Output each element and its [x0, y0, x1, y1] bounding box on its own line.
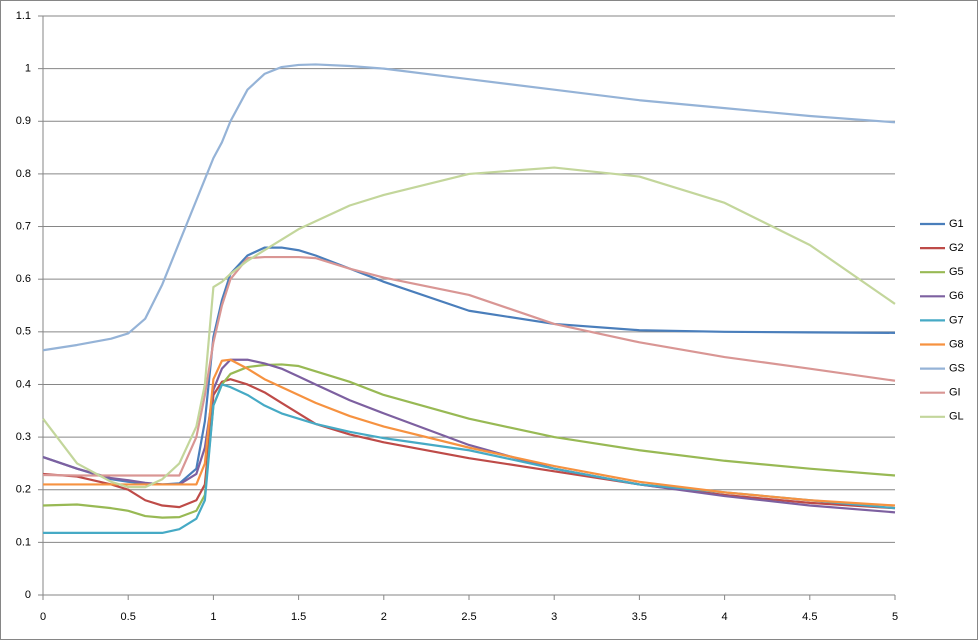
y-tick-label: 0.9 [16, 115, 31, 127]
series-line [43, 358, 896, 507]
y-tick-label: 0.6 [16, 273, 31, 285]
legend-label: GL [949, 411, 964, 423]
y-tick-label: 1.1 [16, 10, 31, 22]
y-tick-label: 0.2 [16, 484, 31, 496]
legend-label: G1 [949, 218, 964, 230]
x-tick-label: 0.5 [121, 611, 136, 623]
legend-label: G7 [949, 314, 964, 326]
x-tick-label: 4.5 [802, 611, 817, 623]
x-tick-label: 5 [892, 611, 898, 623]
x-tick-label: 1 [210, 611, 216, 623]
legend-label: G5 [949, 266, 964, 278]
y-tick-label: 0.3 [16, 431, 31, 443]
legend-label: G6 [949, 290, 964, 302]
x-tick-label: 3.5 [632, 611, 647, 623]
y-tick-label: 0.8 [16, 168, 31, 180]
series-line [42, 363, 896, 519]
y-tick-label: 0.1 [16, 536, 31, 548]
x-tick-label: 3 [551, 611, 557, 623]
x-tick-label: 4 [722, 611, 728, 623]
y-tick-label: 1 [25, 63, 31, 75]
x-tick-label: 2.5 [461, 611, 476, 623]
legend-label: GI [949, 387, 961, 399]
legend-label: GS [949, 363, 965, 375]
series-line [42, 378, 896, 510]
y-tick-label: 0 [25, 589, 31, 601]
x-tick-label: 2 [381, 611, 387, 623]
legend-label: G2 [949, 242, 964, 254]
series-line [42, 255, 896, 477]
x-tick-label: 0 [40, 611, 46, 623]
x-tick-label: 1.5 [291, 611, 306, 623]
series-line [42, 63, 896, 352]
y-tick-label: 0.7 [16, 220, 31, 232]
y-tick-label: 0.4 [16, 378, 31, 390]
y-tick-label: 0.5 [16, 326, 31, 338]
series-line [43, 383, 896, 534]
legend-label: G8 [949, 338, 964, 350]
series-line [42, 166, 896, 489]
